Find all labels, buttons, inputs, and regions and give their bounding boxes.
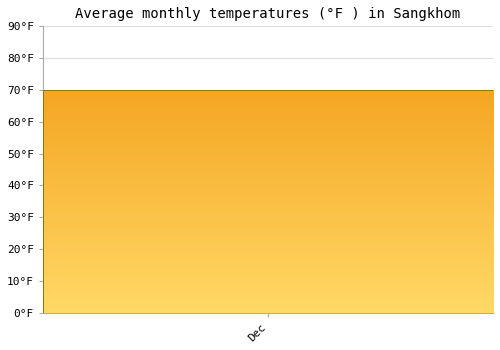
- Bar: [43, 90, 493, 313]
- Bar: [43, 90, 493, 313]
- Title: Average monthly temperatures (°F ) in Sangkhom: Average monthly temperatures (°F ) in Sa…: [76, 7, 460, 21]
